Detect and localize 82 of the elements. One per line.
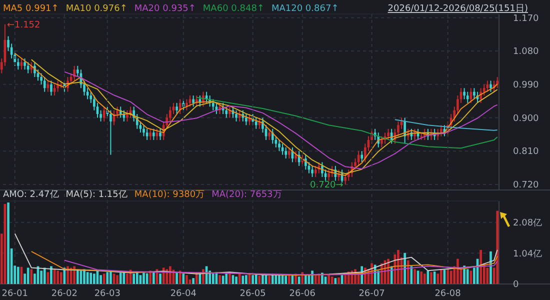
bar [338,277,340,284]
bar [102,274,106,284]
bar [436,274,440,284]
y-tick-label: 0.720 [513,180,540,191]
x-tick-label: 26-05 [240,289,266,299]
bar [66,266,69,284]
y-tick-label: 1.170 [513,14,540,24]
bar [344,275,346,284]
bar [116,275,118,284]
bar [304,275,307,284]
bar [176,272,178,284]
y-tick-label: 0.900 [513,114,540,124]
bar [284,276,288,284]
bar [225,274,228,284]
bar [496,210,499,284]
bar [186,275,188,284]
bar [446,269,449,284]
bar [430,272,432,284]
bar [394,254,396,284]
bar [242,276,244,284]
bar [245,275,248,284]
bar [119,272,122,284]
bar [106,272,109,284]
bar [218,275,221,284]
x-tick-label: 26-06 [289,289,316,299]
bar [406,260,410,284]
bar [268,276,270,284]
bar [149,270,152,284]
bar [169,266,172,284]
y-tick-label: 0.810 [513,147,540,158]
bar [126,274,128,284]
legend: MA5 0.991↑ MA10 0.976↑ MA20 0.935↑ MA60 0.848↑ MA120 0.867↑ [3,4,339,14]
bar [397,250,400,284]
x-tick-label: 26-02 [51,289,78,299]
annotation: ←1.152 [6,20,40,31]
legend: MA(5): 1.15亿 MA(10): 9380万 MA(20): 7653万 [66,190,282,200]
x-tick-label: 26-04 [170,289,197,299]
chart-subtitle: 2026/01/12-2026/08/25(151日) [388,4,528,14]
bar [132,274,135,284]
bar [152,272,155,284]
bar [440,269,442,284]
bar [254,274,258,284]
bar [159,274,162,284]
bar [318,274,320,284]
y-tick-label: 0 [513,280,519,290]
x-tick-label: 26-01 [2,289,28,299]
bar [466,269,469,284]
bar [178,270,182,284]
bar [56,270,59,284]
bar [93,274,96,284]
bar [288,275,290,284]
bar [192,278,194,284]
bar [43,268,46,284]
bar [423,274,426,284]
x-tick-label: 26-07 [358,289,385,299]
y-tick-label: 1.04亿 [513,248,542,260]
bar [252,275,254,284]
bar [30,269,33,284]
y-tick-label: 0.990 [513,80,540,91]
bar [100,275,102,284]
chart-title: AMO: 2.47亿 [3,189,59,200]
bar [17,266,20,284]
bar [414,269,416,284]
bar [136,272,138,284]
bar [60,272,62,284]
bar [90,272,92,284]
bar [73,266,76,284]
bar [420,272,422,284]
x-tick-label: 26-08 [434,289,462,299]
bar [456,258,459,284]
bar [7,202,10,284]
bar [212,274,214,284]
annotation: 0.720→ [310,180,344,191]
y-tick-label: 2.08亿 [513,217,542,228]
bar [142,272,145,284]
bar [328,275,330,284]
bar [50,266,52,284]
y-tick-label: 1.080 [513,47,540,58]
bar [330,276,334,284]
bar [480,250,482,284]
bar [235,276,238,284]
x-tick-label: 26-03 [94,289,120,299]
